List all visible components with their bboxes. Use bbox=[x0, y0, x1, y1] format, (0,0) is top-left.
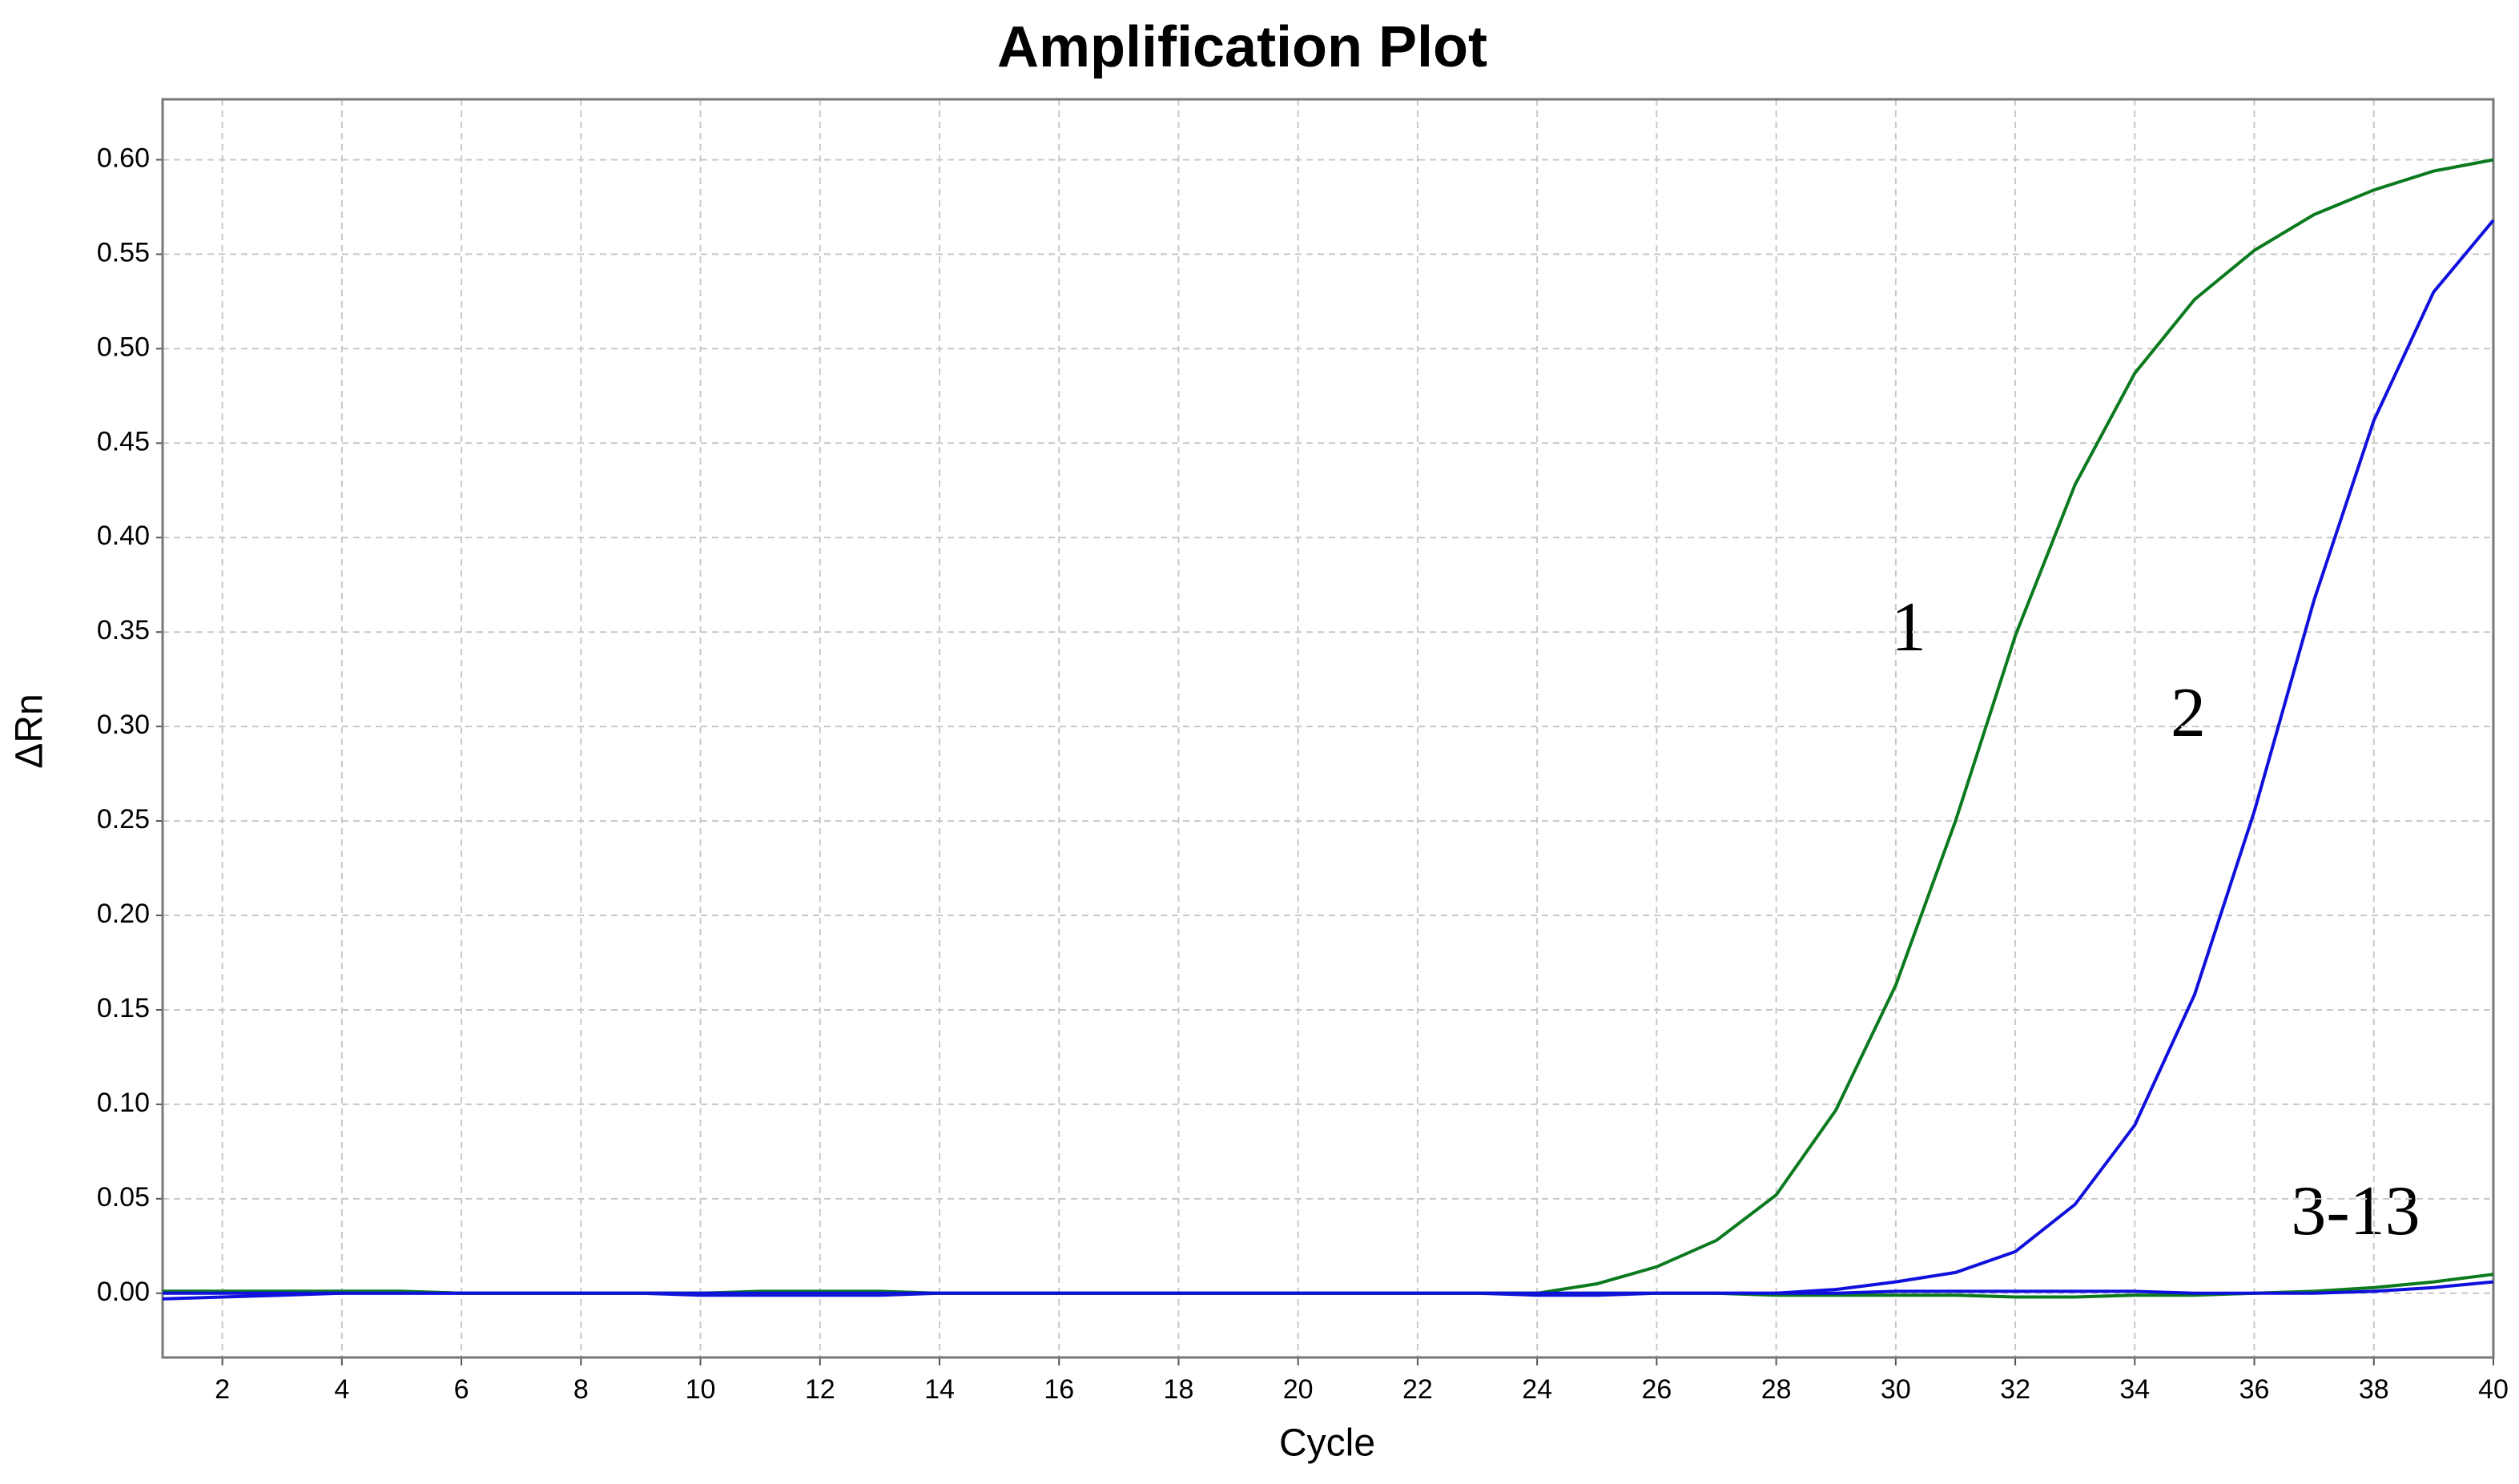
x-tick-label: 4 bbox=[334, 1374, 349, 1405]
chart-title: Amplification Plot bbox=[997, 15, 1487, 79]
y-axis-label: ΔRn bbox=[9, 694, 51, 768]
x-tick-label: 22 bbox=[1402, 1374, 1433, 1405]
y-tick-label: 0.15 bbox=[97, 993, 150, 1024]
y-tick-label: 0.50 bbox=[97, 332, 150, 362]
y-tick-label: 0.45 bbox=[97, 426, 150, 456]
x-tick-label: 32 bbox=[2000, 1374, 2030, 1405]
x-tick-label: 10 bbox=[686, 1374, 716, 1405]
x-tick-label: 28 bbox=[1761, 1374, 1792, 1405]
y-tick-label: 0.40 bbox=[97, 521, 150, 551]
x-tick-label: 34 bbox=[2119, 1374, 2150, 1405]
x-axis-label: Cycle bbox=[1279, 1422, 1375, 1465]
x-tick-label: 20 bbox=[1283, 1374, 1314, 1405]
y-tick-label: 0.20 bbox=[97, 899, 150, 929]
annotation: 1 bbox=[1891, 589, 1926, 666]
plot-frame bbox=[161, 98, 2495, 1359]
y-tick-label: 0.25 bbox=[97, 804, 150, 834]
x-tick-label: 6 bbox=[454, 1374, 469, 1405]
series-line bbox=[163, 1280, 2494, 1295]
x-tick-label: 16 bbox=[1044, 1374, 1074, 1405]
x-tick-label: 8 bbox=[573, 1374, 589, 1405]
x-tick-label: 14 bbox=[924, 1374, 955, 1405]
x-tick-label: 18 bbox=[1164, 1374, 1194, 1405]
annotation: 2 bbox=[2171, 674, 2206, 752]
x-tick-label: 26 bbox=[1641, 1374, 1672, 1405]
x-tick-label: 12 bbox=[805, 1374, 835, 1405]
y-tick-label: 0.30 bbox=[97, 710, 150, 740]
y-tick-label: 0.60 bbox=[97, 143, 150, 173]
y-tick-label: 0.05 bbox=[97, 1182, 150, 1213]
x-tick-label: 24 bbox=[1522, 1374, 1552, 1405]
y-tick-label: 0.35 bbox=[97, 615, 150, 645]
x-tick-label: 40 bbox=[2478, 1374, 2509, 1405]
x-tick-label: 30 bbox=[1881, 1374, 1911, 1405]
x-tick-label: 2 bbox=[215, 1374, 230, 1405]
series-line bbox=[162, 219, 2495, 1301]
annotation: 3-13 bbox=[2291, 1172, 2420, 1250]
x-tick-label: 36 bbox=[2239, 1374, 2270, 1405]
x-tick-label: 38 bbox=[2359, 1374, 2389, 1405]
y-tick-label: 0.55 bbox=[97, 237, 150, 267]
y-tick-label: 0.00 bbox=[97, 1277, 150, 1307]
y-tick-label: 0.10 bbox=[97, 1088, 150, 1118]
